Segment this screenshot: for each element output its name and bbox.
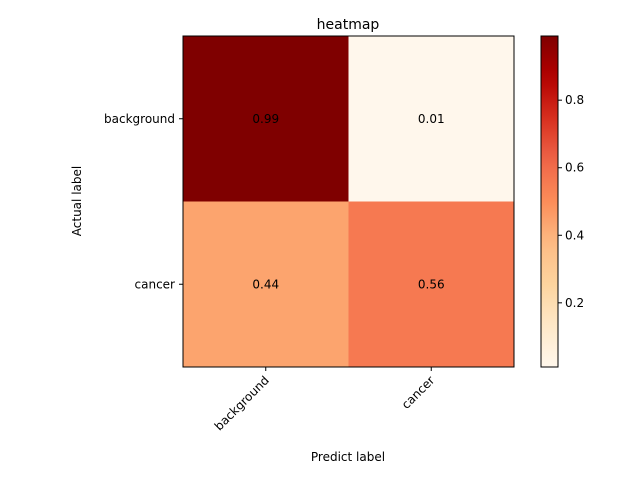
heatmap-cell [348,201,515,368]
colorbar-tick-label: 0.6 [565,161,584,175]
y-tick-label: background [104,112,175,126]
colorbar-tick-label: 0.8 [565,93,584,107]
heatmap-cell [183,201,349,368]
colorbar-tick-label: 0.4 [565,228,584,242]
plot-frame [182,35,515,368]
cell-value-label: 0.56 [418,277,445,291]
cell-value-label: 0.01 [418,112,445,126]
cell-value-label: 0.99 [252,112,279,126]
y-axis-label: Actual label [70,166,84,236]
y-axis-ticks: background cancer [104,112,183,291]
x-tick-label: background [212,373,272,433]
heatmap-cell [183,36,349,202]
cell-value-label: 0.44 [252,277,279,291]
colorbar-gradient [540,35,559,368]
heatmap-cells: 0.99 0.01 0.44 0.56 [183,36,515,368]
x-axis-ticks: background cancer [212,367,438,433]
colorbar-tick-label: 0.2 [565,296,584,310]
colorbar: 0.2 0.4 0.6 0.8 [540,35,584,368]
chart-title: heatmap [317,17,380,33]
y-tick-label: cancer [135,277,176,291]
x-tick-label: cancer [399,373,438,412]
heatmap-cell [348,36,515,202]
x-axis-label: Predict label [311,450,385,464]
